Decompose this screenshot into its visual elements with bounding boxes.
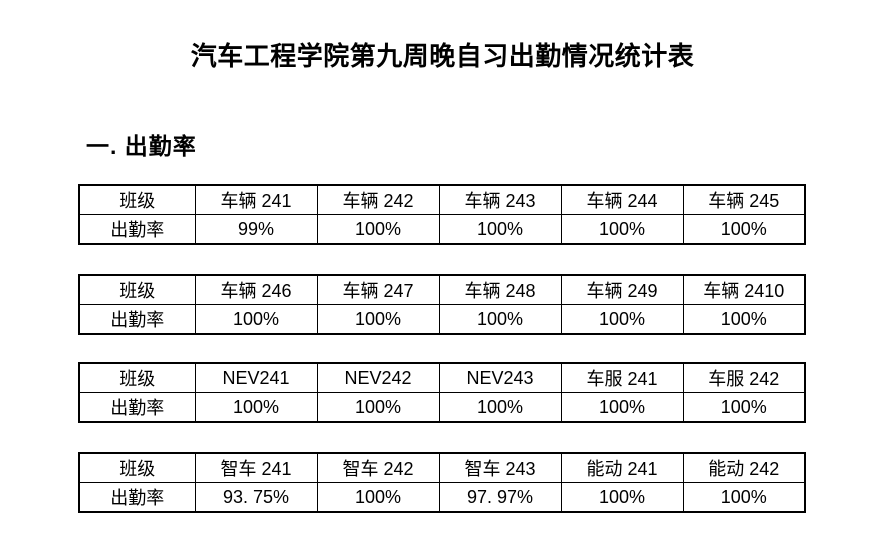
rate-row-label: 出勤率 xyxy=(78,392,196,423)
class-name-cell: 车服 241 xyxy=(560,362,684,393)
class-name-cell: 车服 242 xyxy=(682,362,806,393)
class-name-cell: 能动 242 xyxy=(682,452,806,483)
class-row-label: 班级 xyxy=(78,274,196,305)
class-name-cell: 车辆 249 xyxy=(560,274,684,305)
rate-row-label: 出勤率 xyxy=(78,304,196,335)
section-heading-attendance-rate: 一. 出勤率 xyxy=(86,133,197,159)
rate-cell: 100% xyxy=(682,482,806,513)
table-row: 出勤率 99% 100% 100% 100% 100% xyxy=(78,214,806,245)
class-name-cell: 车辆 243 xyxy=(438,184,562,215)
class-name-cell: 车辆 246 xyxy=(194,274,318,305)
class-name-cell: 车辆 2410 xyxy=(682,274,806,305)
class-name-cell: NEV243 xyxy=(438,362,562,393)
rate-cell: 100% xyxy=(560,482,684,513)
class-row-label: 班级 xyxy=(78,184,196,215)
class-row-label: 班级 xyxy=(78,362,196,393)
rate-cell: 93. 75% xyxy=(194,482,318,513)
rate-cell: 100% xyxy=(560,392,684,423)
rate-cell: 100% xyxy=(316,304,440,335)
rate-cell: 100% xyxy=(316,482,440,513)
attendance-table-4: 班级 智车 241 智车 242 智车 243 能动 241 能动 242 出勤… xyxy=(78,452,806,513)
table-row: 班级 车辆 246 车辆 247 车辆 248 车辆 249 车辆 2410 xyxy=(78,274,806,305)
rate-cell: 100% xyxy=(316,392,440,423)
table-row: 班级 车辆 241 车辆 242 车辆 243 车辆 244 车辆 245 xyxy=(78,184,806,215)
rate-cell: 99% xyxy=(194,214,318,245)
table-row: 班级 NEV241 NEV242 NEV243 车服 241 车服 242 xyxy=(78,362,806,393)
rate-cell: 100% xyxy=(438,304,562,335)
class-name-cell: 车辆 248 xyxy=(438,274,562,305)
class-name-cell: 车辆 241 xyxy=(194,184,318,215)
class-name-cell: 智车 242 xyxy=(316,452,440,483)
attendance-table-1: 班级 车辆 241 车辆 242 车辆 243 车辆 244 车辆 245 出勤… xyxy=(78,184,806,245)
class-name-cell: 车辆 245 xyxy=(682,184,806,215)
document-title: 汽车工程学院第九周晚自习出勤情况统计表 xyxy=(190,41,695,71)
class-name-cell: 车辆 244 xyxy=(560,184,684,215)
rate-cell: 100% xyxy=(682,392,806,423)
rate-row-label: 出勤率 xyxy=(78,214,196,245)
table-row: 出勤率 100% 100% 100% 100% 100% xyxy=(78,392,806,423)
rate-cell: 100% xyxy=(682,214,806,245)
rate-row-label: 出勤率 xyxy=(78,482,196,513)
class-name-cell: 能动 241 xyxy=(560,452,684,483)
class-name-cell: NEV241 xyxy=(194,362,318,393)
table-row: 出勤率 100% 100% 100% 100% 100% xyxy=(78,304,806,335)
class-name-cell: 车辆 242 xyxy=(316,184,440,215)
table-row: 班级 智车 241 智车 242 智车 243 能动 241 能动 242 xyxy=(78,452,806,483)
table-row: 出勤率 93. 75% 100% 97. 97% 100% 100% xyxy=(78,482,806,513)
class-name-cell: 车辆 247 xyxy=(316,274,440,305)
class-name-cell: 智车 243 xyxy=(438,452,562,483)
rate-cell: 97. 97% xyxy=(438,482,562,513)
rate-cell: 100% xyxy=(194,304,318,335)
class-name-cell: NEV242 xyxy=(316,362,440,393)
rate-cell: 100% xyxy=(316,214,440,245)
rate-cell: 100% xyxy=(560,304,684,335)
rate-cell: 100% xyxy=(560,214,684,245)
rate-cell: 100% xyxy=(682,304,806,335)
attendance-table-2: 班级 车辆 246 车辆 247 车辆 248 车辆 249 车辆 2410 出… xyxy=(78,274,806,335)
class-name-cell: 智车 241 xyxy=(194,452,318,483)
rate-cell: 100% xyxy=(194,392,318,423)
rate-cell: 100% xyxy=(438,392,562,423)
rate-cell: 100% xyxy=(438,214,562,245)
class-row-label: 班级 xyxy=(78,452,196,483)
attendance-table-3: 班级 NEV241 NEV242 NEV243 车服 241 车服 242 出勤… xyxy=(78,362,806,423)
